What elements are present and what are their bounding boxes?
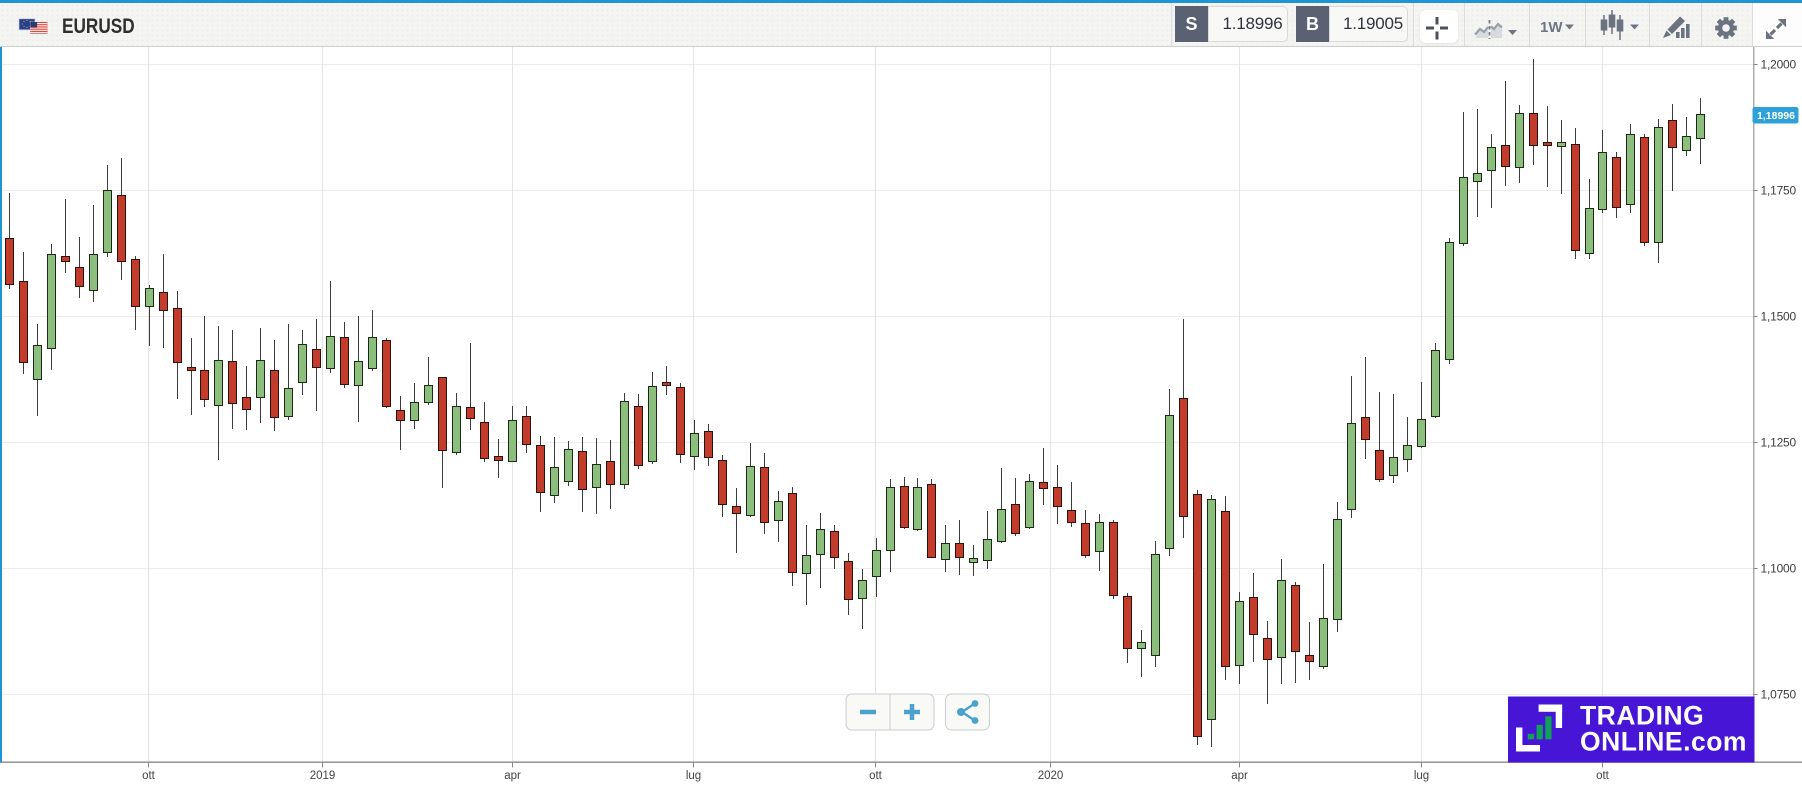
- svg-text:1W: 1W: [1540, 19, 1563, 36]
- svg-text:1,2000: 1,2000: [1761, 57, 1797, 71]
- svg-text:ott: ott: [142, 770, 156, 782]
- svg-text:1,1000: 1,1000: [1761, 561, 1797, 575]
- svg-text:1,18996: 1,18996: [1757, 110, 1795, 122]
- svg-text:apr: apr: [504, 770, 521, 782]
- svg-text:ott: ott: [869, 770, 883, 782]
- svg-text:2020: 2020: [1038, 770, 1064, 782]
- svg-text:TRADING: TRADING: [1580, 700, 1704, 730]
- svg-text:ott: ott: [1596, 770, 1610, 782]
- svg-text:1,1500: 1,1500: [1761, 309, 1797, 323]
- svg-text:1,1250: 1,1250: [1761, 435, 1797, 449]
- svg-text:1,1750: 1,1750: [1761, 183, 1797, 197]
- svg-text:lug: lug: [1414, 770, 1429, 782]
- svg-text:ONLINE.com: ONLINE.com: [1580, 727, 1747, 757]
- svg-text:1,0750: 1,0750: [1761, 687, 1797, 701]
- svg-text:lug: lug: [686, 770, 701, 782]
- svg-text:apr: apr: [1231, 770, 1248, 782]
- svg-text:2019: 2019: [310, 770, 336, 782]
